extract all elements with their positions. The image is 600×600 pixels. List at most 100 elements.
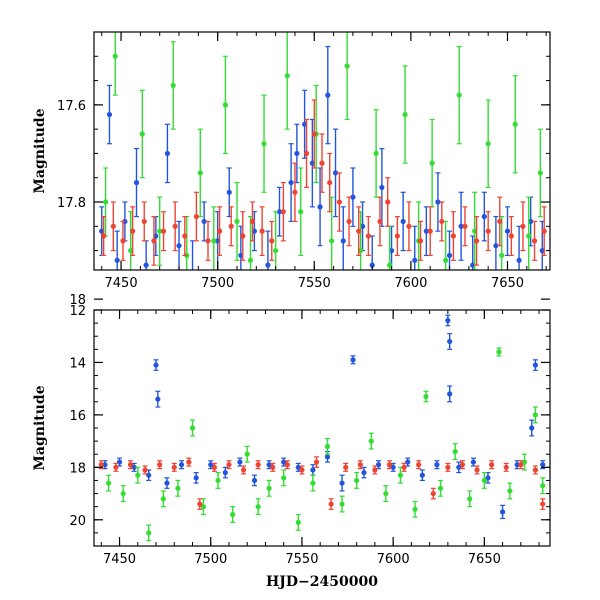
data-point	[385, 199, 391, 205]
data-point	[215, 477, 221, 484]
data-point	[470, 459, 476, 465]
data-point	[222, 102, 228, 108]
data-point	[459, 462, 466, 468]
plot-frame	[93, 31, 551, 271]
data-point	[113, 464, 119, 470]
data-point	[447, 338, 453, 345]
data-point	[175, 485, 181, 491]
data-point	[443, 257, 449, 263]
data-point	[499, 252, 505, 259]
data-point	[344, 63, 350, 69]
data-point	[310, 467, 316, 473]
x-tick-label: 7450	[103, 552, 136, 567]
data-point	[299, 467, 305, 473]
data-point	[319, 160, 325, 166]
data-point	[284, 73, 290, 79]
data-point	[105, 480, 112, 486]
top-panel: 7450 7500 7550 7600 7650 17.6 17.8 18 Magnitude	[32, 31, 551, 308]
data-point	[467, 496, 473, 502]
x-tick-label: 7500	[194, 552, 227, 567]
data-point	[372, 467, 378, 473]
data-point	[336, 199, 342, 205]
data-point	[266, 485, 272, 491]
data-point	[540, 462, 546, 468]
data-point	[496, 349, 502, 355]
data-point	[462, 223, 468, 229]
x-tick-label: 7550	[285, 552, 318, 567]
x-axis-label: HJD−2450000	[266, 574, 378, 590]
data-point	[485, 228, 491, 234]
x-tick-label: 7600	[394, 276, 427, 291]
data-point	[526, 233, 532, 239]
data-point	[146, 530, 152, 536]
data-point	[142, 467, 148, 473]
data-point	[176, 243, 182, 249]
data-point	[216, 228, 223, 234]
data-point	[350, 194, 356, 200]
data-point	[313, 459, 320, 465]
data-point	[417, 238, 424, 244]
data-point	[332, 170, 339, 176]
y-tick-label: 12	[69, 304, 86, 319]
data-point	[211, 238, 217, 244]
data-point	[249, 218, 256, 225]
data-point	[228, 223, 234, 229]
data-point	[193, 213, 200, 220]
data-point	[157, 228, 163, 234]
data-point	[303, 150, 310, 157]
data-point	[230, 511, 236, 518]
data-point	[295, 519, 301, 526]
data-point	[170, 82, 176, 89]
data-point	[261, 141, 267, 147]
data-point	[101, 233, 107, 239]
data-point	[423, 228, 429, 234]
y-axis-label: Magnitude	[32, 385, 48, 470]
data-point	[329, 238, 335, 244]
data-point	[354, 477, 360, 484]
data-point	[193, 475, 199, 481]
data-point	[255, 462, 261, 468]
data-point	[430, 490, 436, 497]
data-point	[406, 223, 412, 229]
data-point	[197, 170, 203, 176]
data-point	[141, 218, 147, 225]
data-point	[324, 454, 331, 460]
data-point	[532, 467, 539, 473]
data-point	[373, 150, 379, 157]
data-point	[412, 257, 418, 263]
data-point	[120, 238, 126, 244]
data-point	[130, 228, 136, 234]
data-point	[311, 131, 317, 137]
data-point	[98, 462, 104, 468]
data-point	[234, 218, 240, 225]
data-point	[226, 462, 232, 468]
data-point	[200, 504, 207, 510]
data-point	[182, 233, 188, 239]
data-point	[512, 121, 518, 127]
data-point	[112, 53, 118, 59]
data-point	[102, 199, 109, 205]
data-point	[143, 262, 149, 268]
data-point	[356, 228, 362, 234]
data-point	[269, 238, 275, 244]
data-point	[450, 233, 456, 239]
y-tick-label: 17.8	[57, 196, 86, 211]
bottom-panel: 7450 7500 7550 7600 7650 12 14 16 18 20 Magnitude H…	[32, 304, 551, 590]
y-tick-label: 14	[69, 356, 86, 371]
data-point	[270, 464, 276, 470]
data-point	[186, 459, 192, 465]
x-tick-label: 7450	[105, 276, 138, 291]
data-point	[205, 238, 211, 244]
data-point	[222, 469, 228, 476]
data-point	[155, 396, 161, 402]
data-point	[139, 131, 145, 137]
y-tick-label: 18	[69, 461, 86, 476]
data-point	[237, 459, 243, 465]
data-point	[377, 218, 383, 225]
data-point	[456, 92, 462, 98]
series-1	[105, 347, 546, 542]
data-point	[537, 170, 543, 176]
data-point	[481, 213, 487, 220]
data-point	[447, 391, 453, 397]
